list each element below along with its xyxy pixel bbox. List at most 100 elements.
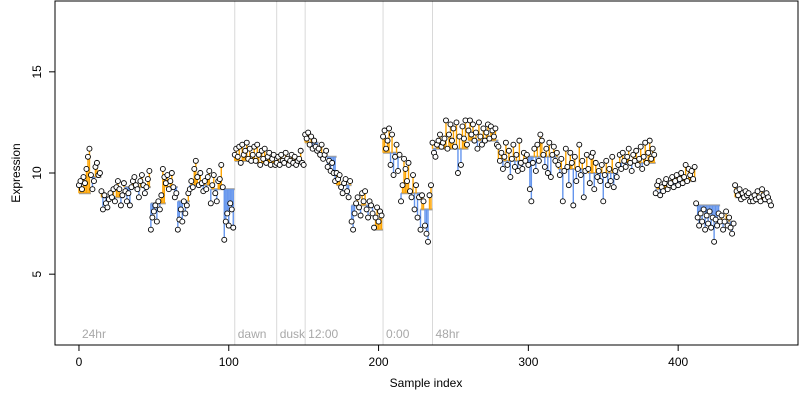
data-point: [693, 200, 700, 207]
data-point: [147, 226, 154, 233]
data-point: [203, 186, 210, 193]
data-point: [469, 121, 476, 128]
data-point: [592, 159, 599, 166]
data-point: [459, 123, 466, 130]
data-point: [206, 168, 213, 174]
data-point: [315, 145, 322, 152]
y-axis: 5 10 15: [30, 65, 56, 278]
data-point: [606, 166, 613, 172]
data-point: [120, 180, 127, 187]
data-point: [141, 190, 148, 197]
data-point: [108, 194, 115, 201]
data-point: [586, 180, 593, 187]
data-point: [444, 145, 451, 152]
data-point: [182, 210, 189, 217]
data-point: [306, 141, 313, 148]
data-point: [603, 157, 610, 164]
data-point: [413, 182, 419, 189]
data-point: [183, 202, 190, 209]
data-point: [296, 155, 303, 162]
x-axis: 0 100 200 300 400: [76, 344, 688, 369]
data-point: [691, 163, 698, 170]
data-point: [350, 226, 357, 233]
data-point: [423, 230, 430, 237]
data-point: [490, 133, 497, 140]
data-point: [371, 224, 378, 231]
data-point: [681, 174, 688, 180]
data-point: [146, 168, 153, 174]
data-point: [362, 188, 369, 195]
data-point: [230, 224, 237, 231]
data-point: [702, 226, 709, 233]
data-point: [116, 186, 123, 193]
data-point: [369, 210, 376, 217]
x-tick-label: 400: [668, 355, 688, 369]
data-point: [727, 224, 734, 231]
data-point: [720, 226, 727, 233]
data-point: [613, 174, 620, 180]
data-point: [649, 145, 656, 152]
data-point: [726, 214, 733, 221]
data-point: [407, 188, 413, 195]
data-point: [399, 182, 406, 189]
data-point: [168, 170, 175, 176]
data-point: [559, 198, 566, 205]
data-point: [437, 131, 443, 138]
data-point: [567, 149, 574, 156]
data-point: [252, 157, 259, 164]
data-point: [595, 168, 602, 174]
data-point: [507, 174, 514, 180]
data-point: [730, 220, 737, 227]
data-point: [655, 178, 662, 185]
data-point: [79, 186, 85, 193]
phase-label: dawn: [238, 327, 267, 341]
data-point: [357, 212, 364, 219]
data-point: [234, 153, 241, 160]
data-point: [167, 178, 174, 185]
data-point: [537, 131, 544, 138]
data-point: [718, 212, 725, 219]
data-point: [207, 200, 214, 207]
data-point: [552, 157, 559, 164]
data-point: [254, 141, 261, 148]
data-point: [526, 186, 533, 193]
data-point: [390, 172, 397, 178]
data-point: [249, 151, 256, 158]
data-point: [516, 137, 523, 144]
data-point: [633, 147, 640, 154]
data-point: [478, 141, 485, 148]
data-point: [131, 174, 138, 180]
data-point: [428, 182, 434, 189]
data-point: [574, 166, 581, 172]
data-point: [732, 182, 739, 189]
data-point: [576, 141, 583, 148]
data-point: [609, 153, 616, 160]
data-point: [395, 168, 401, 174]
data-point: [380, 133, 387, 140]
data-point: [711, 238, 718, 245]
data-point: [344, 188, 351, 195]
data-point: [363, 206, 370, 213]
data-point: [450, 125, 457, 132]
data-point: [508, 155, 515, 162]
data-point: [155, 198, 162, 205]
y-tick-label: 15: [30, 65, 44, 79]
data-point: [630, 151, 637, 158]
data-point: [398, 198, 404, 205]
data-point: [460, 135, 467, 142]
data-point: [690, 176, 697, 183]
x-tick-label: 300: [518, 355, 538, 369]
data-point: [441, 135, 448, 142]
data-point: [243, 139, 250, 146]
data-point: [729, 230, 736, 237]
data-point: [604, 182, 611, 189]
data-point: [628, 168, 635, 174]
data-point: [396, 151, 403, 158]
data-point: [499, 166, 506, 172]
data-point: [538, 137, 545, 144]
data-point: [158, 192, 165, 199]
data-point: [372, 214, 379, 221]
data-point: [86, 145, 93, 152]
data-point: [98, 188, 105, 195]
data-point: [640, 153, 647, 160]
